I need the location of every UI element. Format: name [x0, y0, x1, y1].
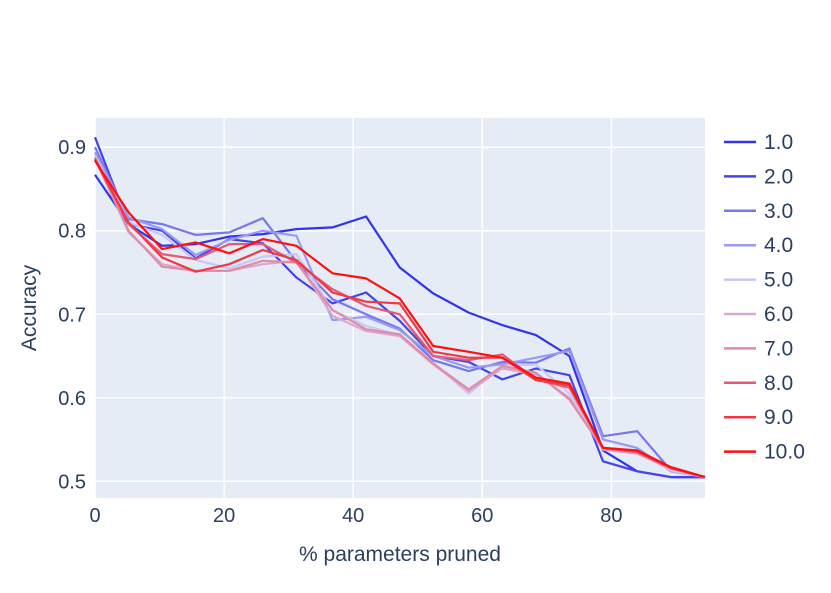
series-line-10.0 [94, 160, 706, 479]
legend-label: 1.0 [764, 131, 793, 154]
legend-label: 10.0 [764, 441, 805, 464]
y-axis-title: Accuracy [18, 264, 41, 351]
y-tick-label: 0.9 [58, 137, 86, 159]
x-tick-label: 60 [471, 505, 493, 527]
legend[interactable]: 1.0 2.0 3.0 4.0 5.0 6.0 7.0 8.0 9.0 10.0 [724, 131, 805, 464]
series-line-3.0 [94, 146, 706, 479]
legend-label: 2.0 [764, 165, 793, 188]
x-tick-label: 40 [342, 505, 364, 527]
y-tick-label: 0.7 [58, 304, 86, 326]
legend-label: 9.0 [764, 406, 793, 429]
x-tick-label: 20 [213, 505, 235, 527]
legend-item-2.0[interactable]: 2.0 [724, 165, 793, 188]
legend-label: 8.0 [764, 372, 793, 395]
legend-label: 3.0 [764, 200, 793, 223]
legend-item-9.0[interactable]: 9.0 [724, 406, 793, 429]
legend-item-3.0[interactable]: 3.0 [724, 200, 793, 223]
legend-item-10.0[interactable]: 10.0 [724, 441, 805, 464]
series-lines [93, 136, 706, 479]
x-tick-label: 0 [89, 505, 100, 527]
x-axis-title: % parameters pruned [299, 543, 501, 566]
legend-label: 5.0 [764, 269, 793, 292]
legend-item-1.0[interactable]: 1.0 [724, 131, 793, 154]
x-axis-ticks: 0 20 40 60 80 [89, 505, 622, 527]
x-tick-label: 80 [600, 505, 622, 527]
legend-label: 7.0 [764, 337, 793, 360]
y-tick-label: 0.8 [58, 221, 86, 243]
legend-item-7.0[interactable]: 7.0 [724, 337, 793, 360]
y-axis-ticks: 0.5 0.6 0.7 0.8 0.9 [58, 137, 86, 493]
legend-label: 6.0 [764, 303, 793, 326]
series-line-4.0 [94, 151, 706, 479]
legend-item-5.0[interactable]: 5.0 [724, 269, 793, 292]
legend-item-4.0[interactable]: 4.0 [724, 234, 793, 257]
legend-label: 4.0 [764, 234, 793, 257]
y-tick-label: 0.5 [58, 471, 86, 493]
y-tick-label: 0.6 [58, 388, 86, 410]
legend-item-8.0[interactable]: 8.0 [724, 372, 793, 395]
legend-item-6.0[interactable]: 6.0 [724, 303, 793, 326]
